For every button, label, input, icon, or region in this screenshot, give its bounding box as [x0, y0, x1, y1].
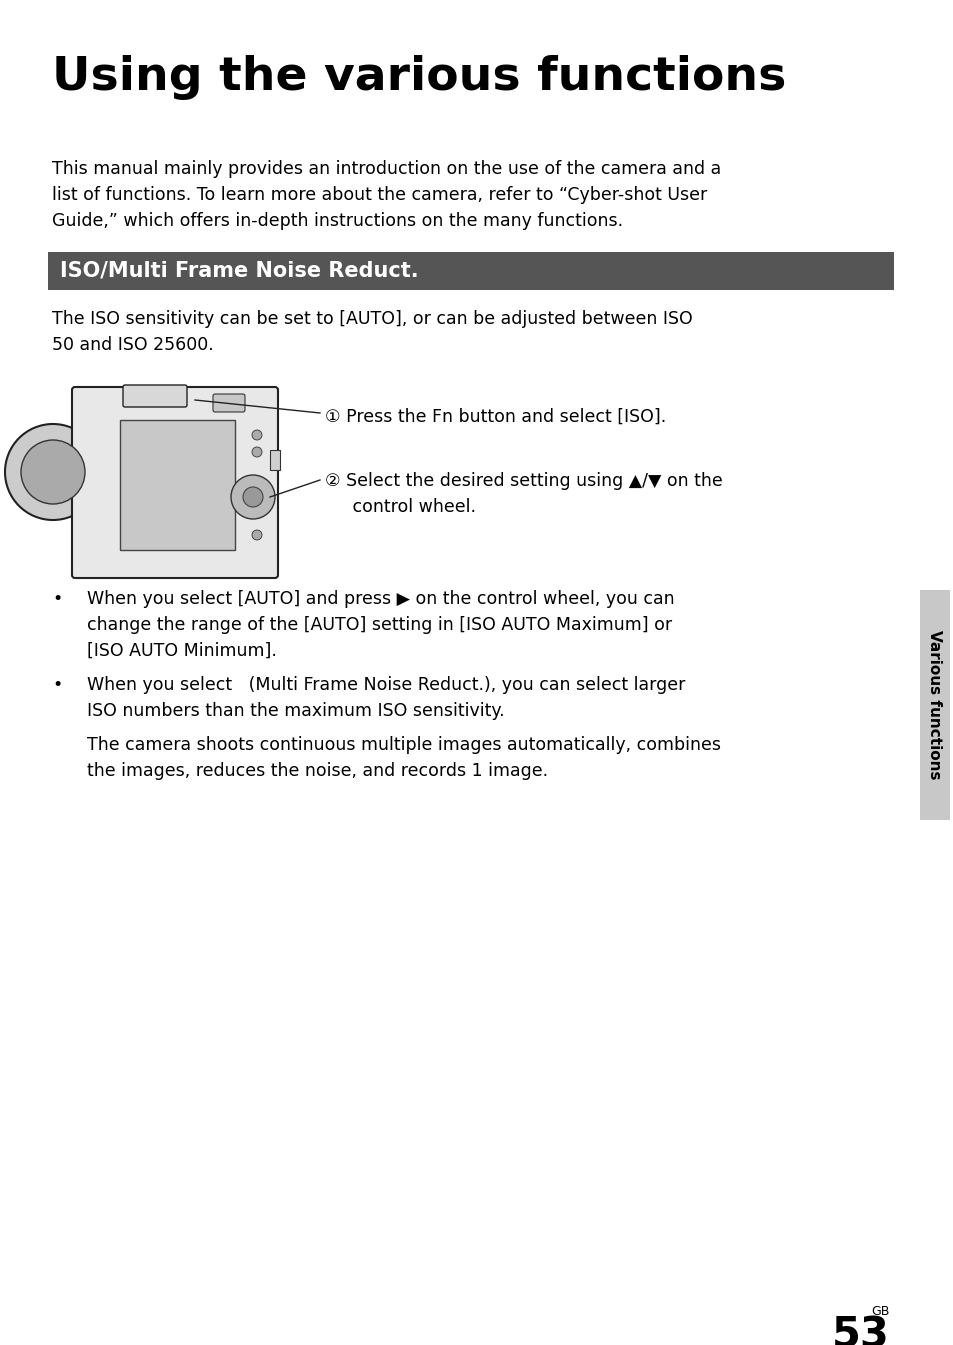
Text: the images, reduces the noise, and records 1 image.: the images, reduces the noise, and recor… — [87, 763, 548, 780]
Text: Guide,” which offers in-depth instructions on the many functions.: Guide,” which offers in-depth instructio… — [52, 213, 622, 230]
Text: ISO numbers than the maximum ISO sensitivity.: ISO numbers than the maximum ISO sensiti… — [87, 702, 504, 720]
Circle shape — [231, 475, 274, 519]
Circle shape — [5, 424, 101, 521]
FancyBboxPatch shape — [71, 387, 277, 578]
Circle shape — [21, 440, 85, 504]
Text: The ISO sensitivity can be set to [AUTO], or can be adjusted between ISO: The ISO sensitivity can be set to [AUTO]… — [52, 309, 692, 328]
Text: The camera shoots continuous multiple images automatically, combines: The camera shoots continuous multiple im… — [87, 736, 720, 755]
Text: Using the various functions: Using the various functions — [52, 55, 785, 100]
Circle shape — [243, 487, 263, 507]
Text: ② Select the desired setting using ▲/▼ on the: ② Select the desired setting using ▲/▼ o… — [325, 472, 722, 490]
Text: 50 and ISO 25600.: 50 and ISO 25600. — [52, 336, 213, 354]
Text: Various functions: Various functions — [926, 631, 942, 780]
Text: ISO/Multi Frame Noise Reduct.: ISO/Multi Frame Noise Reduct. — [60, 260, 418, 280]
FancyBboxPatch shape — [123, 385, 187, 408]
Text: [ISO AUTO Minimum].: [ISO AUTO Minimum]. — [87, 642, 276, 660]
Bar — [919, 590, 949, 820]
Text: list of functions. To learn more about the camera, refer to “Cyber-shot User: list of functions. To learn more about t… — [52, 186, 706, 204]
Bar — [48, 252, 893, 291]
Text: change the range of the [AUTO] setting in [ISO AUTO Maximum] or: change the range of the [AUTO] setting i… — [87, 616, 672, 633]
Circle shape — [252, 447, 262, 457]
Circle shape — [252, 530, 262, 539]
Text: GB: GB — [871, 1305, 889, 1318]
FancyBboxPatch shape — [213, 394, 245, 412]
Text: When you select   (Multi Frame Noise Reduct.), you can select larger: When you select (Multi Frame Noise Reduc… — [87, 677, 684, 694]
Text: •: • — [52, 677, 62, 694]
Bar — [120, 420, 234, 550]
Text: •: • — [52, 590, 62, 608]
Text: This manual mainly provides an introduction on the use of the camera and a: This manual mainly provides an introduct… — [52, 160, 720, 178]
Text: control wheel.: control wheel. — [325, 498, 476, 516]
Text: 53: 53 — [831, 1315, 889, 1345]
Text: When you select [AUTO] and press ▶ on the control wheel, you can: When you select [AUTO] and press ▶ on th… — [87, 590, 674, 608]
Circle shape — [252, 430, 262, 440]
Text: ① Press the Fn button and select [ISO].: ① Press the Fn button and select [ISO]. — [325, 408, 665, 426]
Bar — [270, 451, 280, 469]
